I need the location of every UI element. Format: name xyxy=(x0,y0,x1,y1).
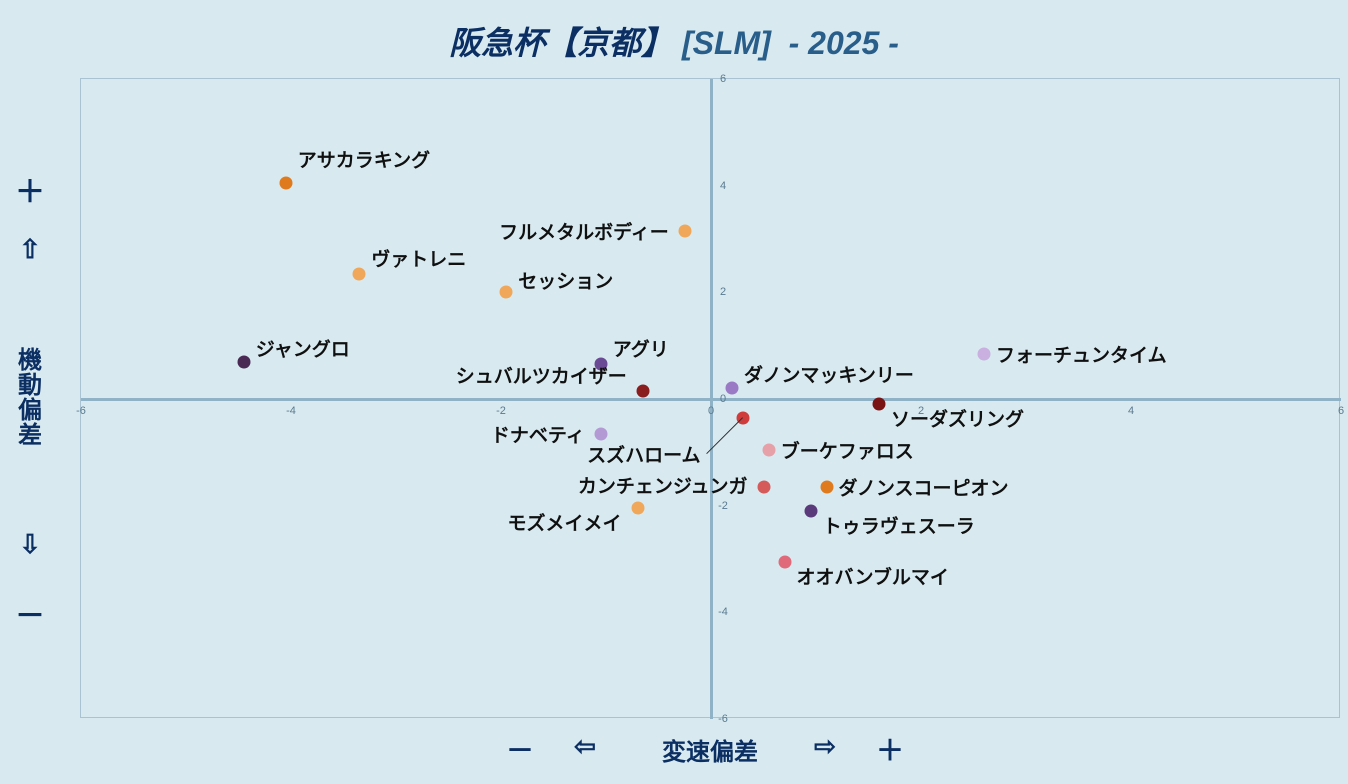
data-label: シュバルツカイザー xyxy=(456,362,627,389)
data-label: フルメタルボディー xyxy=(499,218,669,245)
data-point xyxy=(279,177,292,190)
chart-page: 阪急杯【京都】 [SLM] - 2025 --6-4-20246-6-4-202… xyxy=(0,0,1348,784)
data-label: トゥラヴェスーラ xyxy=(823,512,975,539)
data-point xyxy=(804,505,817,518)
scatter-plot: -6-4-20246-6-4-20246アサカラキングヴァトレニセッションフルメ… xyxy=(80,78,1340,718)
data-point xyxy=(594,427,607,440)
data-label: アグリ xyxy=(613,335,669,362)
data-point xyxy=(762,443,775,456)
data-label: ブーケファロス xyxy=(781,436,914,463)
y-axis-plus-icon: ＋ xyxy=(10,167,50,211)
data-point xyxy=(237,355,250,368)
x-axis-plus-icon: ＋ xyxy=(870,729,910,769)
chart-title: 阪急杯【京都】 [SLM] - 2025 - xyxy=(0,18,1348,64)
data-label: ヴァトレニ xyxy=(371,244,466,271)
data-point xyxy=(353,267,366,280)
data-label: ダノンスコーピオン xyxy=(839,474,1009,501)
y-axis-arrow-down-icon: ⇩ xyxy=(10,529,50,560)
data-point xyxy=(873,398,886,411)
data-label: モズメイメイ xyxy=(507,509,621,536)
data-point xyxy=(778,555,791,568)
data-label: ジャングロ xyxy=(256,334,350,361)
x-axis-arrow-right-icon: ⇨ xyxy=(805,731,845,762)
x-axis-arrow-left-icon: ⇦ xyxy=(565,731,605,762)
data-label: アサカラキング xyxy=(298,146,430,173)
data-label: ドナベティ xyxy=(491,420,585,447)
data-point xyxy=(820,481,833,494)
y-axis-arrow-up-icon: ⇧ xyxy=(10,234,50,265)
y-tick-label: 4 xyxy=(720,180,726,192)
data-label: カンチェンジュンガ xyxy=(578,472,748,499)
data-label: フォーチュンタイム xyxy=(996,340,1167,367)
data-point xyxy=(978,347,991,360)
y-tick-label: -2 xyxy=(718,500,728,512)
y-tick-label: -4 xyxy=(718,606,728,618)
y-axis-title: 機動偏差 xyxy=(12,348,48,449)
y-tick-label: 0 xyxy=(720,393,726,405)
x-tick-label: -2 xyxy=(496,405,506,417)
data-point xyxy=(636,385,649,398)
y-tick-label: -6 xyxy=(718,713,728,725)
y-axis-line xyxy=(710,79,713,719)
x-axis-minus-icon: － xyxy=(500,729,540,769)
x-tick-label: -4 xyxy=(286,405,296,417)
x-tick-label: 0 xyxy=(708,405,714,417)
y-tick-label: 6 xyxy=(720,73,726,85)
y-tick-label: 2 xyxy=(720,286,726,298)
data-label: ソーダズリング xyxy=(891,405,1024,432)
x-tick-label: 4 xyxy=(1128,405,1134,417)
x-tick-label: -6 xyxy=(76,405,86,417)
data-point xyxy=(757,481,770,494)
x-tick-label: 6 xyxy=(1338,405,1344,417)
data-point xyxy=(631,502,644,515)
y-axis-minus-icon: － xyxy=(10,591,50,635)
data-point xyxy=(500,286,513,299)
data-label: ダノンマッキンリー xyxy=(744,361,914,388)
x-axis-title: 変速偏差 xyxy=(662,732,758,767)
data-label: スズハローム xyxy=(587,440,700,467)
data-point xyxy=(678,225,691,238)
data-point xyxy=(726,382,739,395)
data-label: セッション xyxy=(518,267,613,294)
data-label: オオバンブルマイ xyxy=(797,562,949,589)
